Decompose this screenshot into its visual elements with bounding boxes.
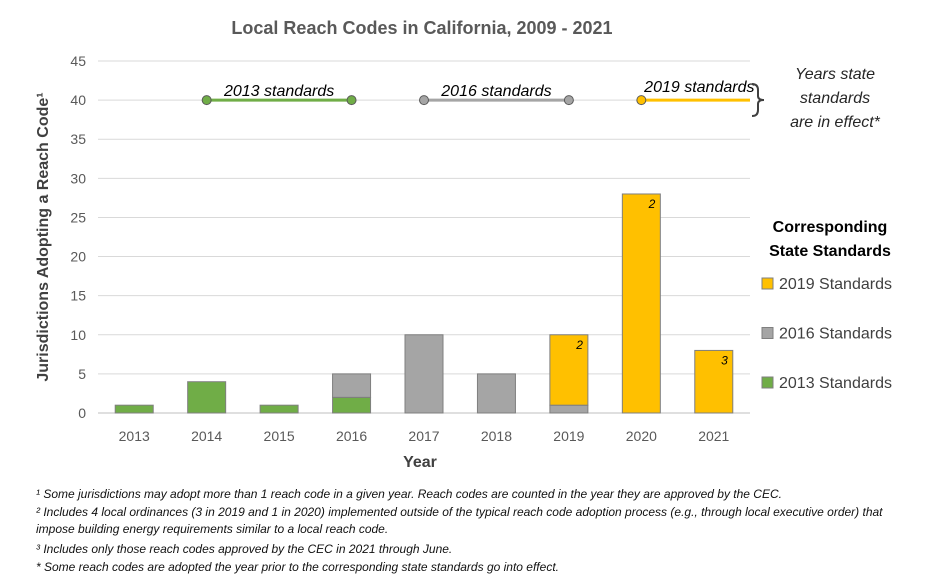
legend-title: State Standards [769,243,891,260]
legend-swatch [761,327,774,339]
y-tick-label: 25 [70,209,86,225]
bar-note: 3 [721,353,728,367]
x-tick-label: 2015 [264,428,295,444]
period-start-marker [419,95,429,106]
x-tick-label: 2013 [119,428,150,444]
legend-label: 2013 Standards [779,375,892,392]
period-note-line: Years state [795,66,875,83]
chart-title: Local Reach Codes in California, 2009 - … [231,18,612,38]
period-note-line: are in effect* [790,114,881,131]
bar-2016-standards [476,373,516,414]
legend-swatch [761,376,774,389]
bar-2019-standards [694,349,734,414]
x-tick-label: 2018 [481,428,512,444]
footnote-4: * Some reach codes are adopted the year … [36,560,559,574]
footnote-3: ³ Includes only those reach codes approv… [36,542,453,556]
x-tick-label: 2021 [698,428,729,444]
x-tick-label: 2016 [336,428,367,444]
bar-2019-standards [549,334,589,406]
bar-note: 2 [575,338,583,352]
y-axis-label: Jurisdictions Adopting a Reach Code¹ [35,92,52,381]
period-label: 2016 standards [440,83,551,100]
footnote-1: ¹ Some jurisdictions may adopt more than… [36,487,782,501]
bar-2016-standards [549,404,589,414]
y-tick-label: 35 [70,131,86,147]
x-tick-label: 2020 [626,428,657,444]
bar-2019-standards [621,193,661,414]
x-tick-label: 2019 [553,428,584,444]
y-tick-label: 15 [70,288,86,304]
x-tick-label: 2017 [408,428,439,444]
period-end-marker [563,95,574,106]
y-tick-label: 40 [70,92,86,108]
period-start-marker [201,95,212,106]
period-start-marker [636,95,647,106]
legend-label: 2016 Standards [779,326,892,343]
bar-note: 2 [648,197,656,211]
period-note-line: standards [800,90,870,107]
bar-2013-standards [259,404,299,414]
stacked-bar-chart: Local Reach Codes in California, 2009 - … [35,18,892,471]
bar-2013-standards [114,404,154,414]
period-label: 2019 standards [643,79,754,96]
bar-2016-standards [332,373,372,398]
x-axis-label: Year [403,454,437,471]
y-tick-label: 5 [78,366,86,382]
y-tick-label: 45 [70,53,86,69]
y-tick-label: 10 [70,327,86,343]
x-tick-label: 2014 [191,428,222,444]
bar-2013-standards [187,381,227,414]
y-tick-label: 0 [78,405,86,421]
period-label: 2013 standards [223,83,334,100]
y-tick-label: 30 [70,170,86,186]
bar-2016-standards [404,334,444,414]
footnote-2: ² Includes 4 local ordinances (3 in 2019… [36,505,883,536]
legend-title: Corresponding [773,219,888,236]
y-tick-label: 20 [70,249,86,265]
legend-label: 2019 Standards [779,276,892,293]
legend-swatch [761,277,774,290]
period-end-marker [346,95,357,106]
bar-2013-standards [332,396,372,414]
brace-icon [751,83,765,117]
